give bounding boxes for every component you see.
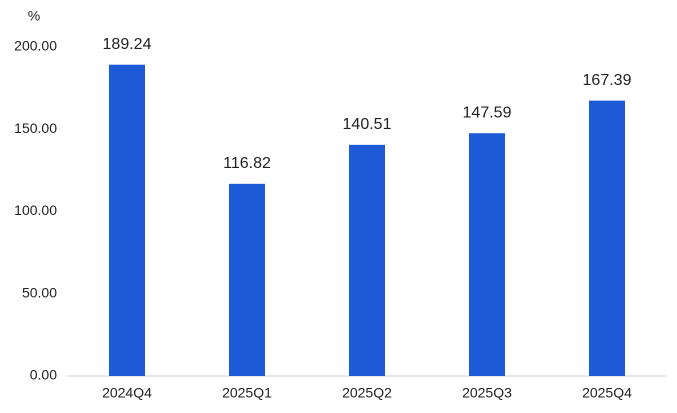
value-label: 116.82 <box>223 155 271 172</box>
bar <box>109 64 145 377</box>
value-label: 189.24 <box>103 36 152 53</box>
y-tick-label: 200.00 <box>14 38 57 54</box>
value-label: 167.39 <box>583 72 632 89</box>
y-axis-title: % <box>28 8 40 24</box>
x-tick-label: 2025Q1 <box>222 385 272 401</box>
y-tick-label: 100.00 <box>14 202 57 218</box>
x-tick-label: 2025Q4 <box>582 385 632 401</box>
value-label: 140.51 <box>343 116 392 133</box>
x-tick-label: 2025Q2 <box>342 385 392 401</box>
x-tick-label: 2025Q3 <box>462 385 512 401</box>
bar <box>469 133 505 376</box>
y-tick-label: 0.00 <box>30 367 57 383</box>
bar <box>229 183 265 376</box>
y-tick-label: 50.00 <box>22 284 57 300</box>
x-tick-label: 2024Q4 <box>102 385 152 401</box>
value-label: 147.59 <box>463 104 512 121</box>
bar <box>349 144 385 376</box>
y-tick-label: 150.00 <box>14 120 57 136</box>
bar <box>589 100 625 377</box>
